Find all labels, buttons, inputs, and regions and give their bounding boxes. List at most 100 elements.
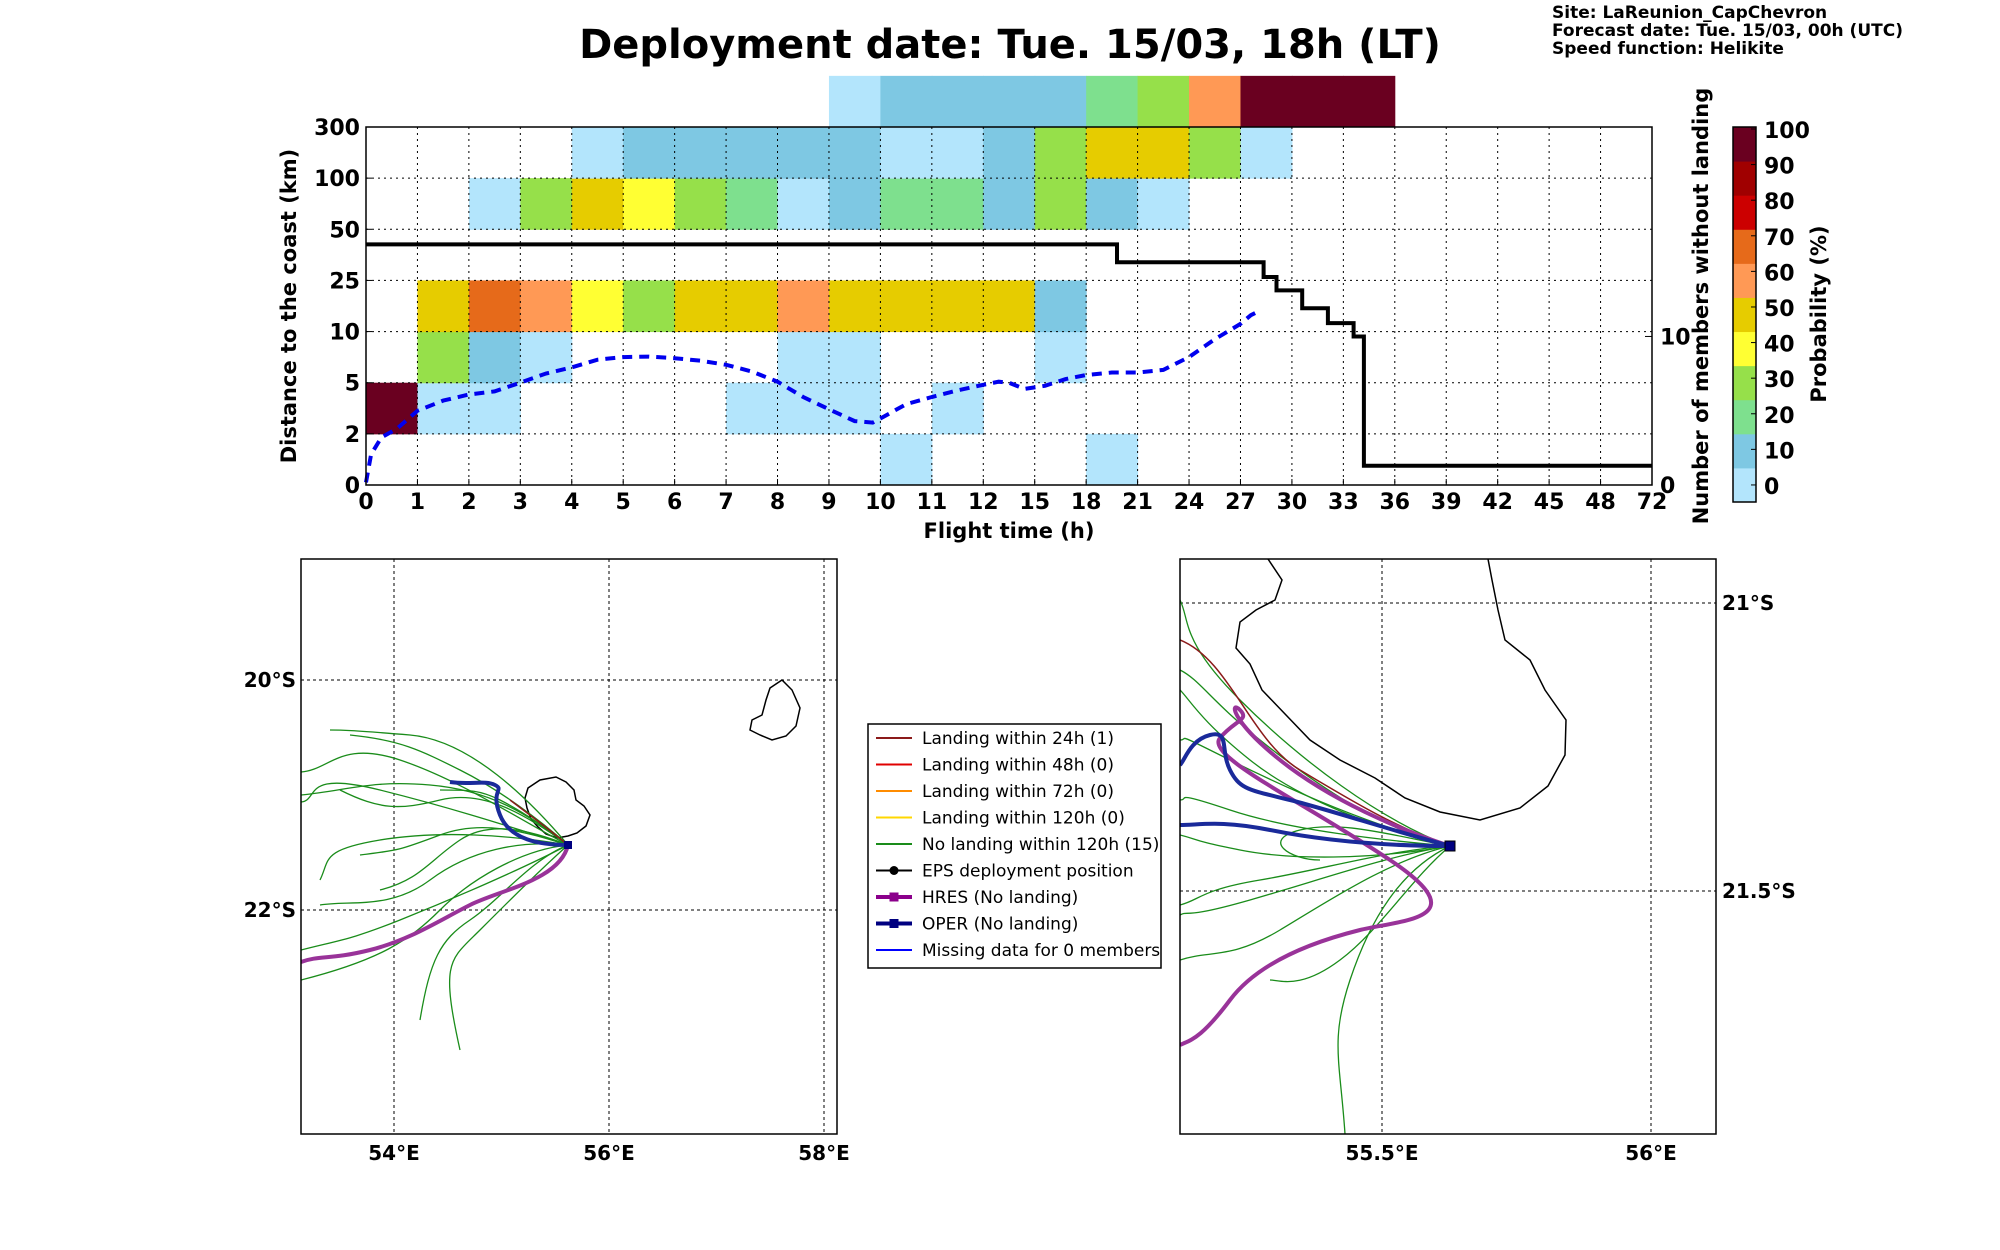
map-right: 55.5°E 56°E 21°S 21.5°S xyxy=(1179,558,1796,1165)
heatmap-cell xyxy=(1189,127,1241,179)
legend-label: EPS deployment position xyxy=(922,862,1134,882)
x-axis-label: Flight time (h) xyxy=(924,519,1095,543)
heatmap-cell xyxy=(880,75,933,128)
figure-title: Deployment date: Tue. 15/03, 18h (LT) xyxy=(579,22,1441,68)
heatmap-cell xyxy=(983,178,1036,230)
map-left-deploy-marker xyxy=(564,841,572,849)
map-lon-label: 56°E xyxy=(1625,1141,1677,1165)
x-tick-label: 3 xyxy=(513,490,528,515)
x-tick-label: 24 xyxy=(1174,490,1205,515)
heatmap-cell xyxy=(674,280,727,333)
x-tick-label: 12 xyxy=(968,490,999,515)
heatmap-cell xyxy=(1086,75,1139,128)
heatmap-cell xyxy=(1343,75,1396,128)
heatmap-frame xyxy=(365,126,1653,486)
heatmap-cell xyxy=(623,280,676,333)
heatmap-cell xyxy=(1137,178,1190,230)
x-tick-label: 5 xyxy=(616,490,631,515)
colorbar-segment xyxy=(1733,195,1756,230)
heatmap-cell xyxy=(931,75,984,128)
legend-label: HRES (No landing) xyxy=(922,888,1078,908)
colorbar-tick-label: 100 xyxy=(1764,119,1810,144)
probability-colorbar: 0 10 20 30 40 50 60 70 80 90 100 Probability (%) xyxy=(1732,119,1831,503)
colorbar-tick-label: 70 xyxy=(1764,226,1795,251)
heatmap-cell xyxy=(880,178,933,230)
heatmap-cells xyxy=(366,75,1396,486)
heatmap-cell xyxy=(931,382,984,435)
map-right-frame xyxy=(1179,558,1717,1135)
legend-marker xyxy=(889,866,899,875)
heatmap-cell xyxy=(623,178,676,230)
info-block: Site: LaReunion_CapChevron Forecast date… xyxy=(1552,3,1903,59)
y-tick-label: 25 xyxy=(329,269,360,294)
map-left-hres-track xyxy=(301,844,570,964)
y-tick-label: 300 xyxy=(314,116,360,141)
colorbar-tick-label: 20 xyxy=(1764,404,1795,429)
map-right-grid xyxy=(1180,559,1716,1134)
heatmap-cell xyxy=(520,280,573,333)
heatmap-cell xyxy=(1291,75,1344,128)
heatmap-cell xyxy=(726,127,779,179)
x-tick-label: 21 xyxy=(1122,490,1153,515)
legend-label: Missing data for 0 members xyxy=(922,941,1160,961)
heatmap-cell xyxy=(1240,127,1293,179)
right-tick-label: 0 xyxy=(1660,474,1675,499)
colorbar-tick-label: 90 xyxy=(1764,155,1795,180)
heatmap-cell xyxy=(777,280,830,333)
heatmap-cell xyxy=(777,127,830,179)
x-tick-label: 7 xyxy=(718,490,733,515)
x-tick-label: 0 xyxy=(358,490,373,515)
heatmap-cell xyxy=(366,382,418,435)
heatmap-cell xyxy=(417,331,470,384)
y-tick-label: 10 xyxy=(329,321,360,346)
heatmap-cell xyxy=(468,331,521,384)
heatmap-cell xyxy=(674,178,727,230)
heatmap-x-ticks: 0 1 2 3 4 5 6 7 8 9 10 11 12 15 18 21 24 27 30 33 36 39 42 45 48… xyxy=(358,479,1667,515)
x-tick-label: 9 xyxy=(821,490,836,515)
x-tick-label: 39 xyxy=(1431,490,1462,515)
colorbar-ticks: 0 10 20 30 40 50 60 70 80 90 100 xyxy=(1751,119,1810,500)
heatmap-cell xyxy=(1034,127,1087,179)
heatmap-cell xyxy=(828,75,881,128)
heatmap-cell xyxy=(571,127,624,179)
heatmap-cell xyxy=(983,280,1036,333)
map-right-eps-tracks xyxy=(1180,599,1451,1134)
x-tick-label: 30 xyxy=(1277,490,1308,515)
colorbar-tick-label: 40 xyxy=(1764,333,1795,358)
map-left-eps-tracks xyxy=(301,729,569,1051)
heatmap-cell xyxy=(571,280,624,333)
heatmap-cell xyxy=(1137,75,1190,128)
heatmap-cell xyxy=(931,178,984,230)
map-left-landing-track xyxy=(509,799,569,846)
heatmap-cell xyxy=(777,178,830,230)
x-tick-label: 11 xyxy=(917,490,948,515)
x-tick-label: 4 xyxy=(564,490,579,515)
map-left: 54°E 56°E 58°E 20°S 22°S xyxy=(244,558,850,1165)
heatmap-cell xyxy=(726,178,779,230)
x-tick-label: 8 xyxy=(770,490,785,515)
site-label: Site: LaReunion_CapChevron xyxy=(1552,3,1827,23)
right-axis-label: Number of members without landing xyxy=(1689,88,1713,525)
heatmap-cell xyxy=(828,331,881,384)
reunion-coastline xyxy=(524,776,591,839)
map-lon-label: 55.5°E xyxy=(1345,1141,1418,1165)
legend-label: Landing within 24h (1) xyxy=(922,729,1114,749)
y-tick-label: 0 xyxy=(345,474,360,499)
colorbar-tick-label: 50 xyxy=(1764,297,1795,322)
heatmap-cell xyxy=(1034,178,1087,230)
colorbar-segment xyxy=(1733,331,1756,367)
legend-marker xyxy=(889,892,899,902)
map-right-oper-track xyxy=(1180,732,1451,848)
colorbar-label: Probability (%) xyxy=(1807,225,1831,402)
heatmap-cell xyxy=(1189,75,1241,128)
heatmap-cell xyxy=(828,280,881,333)
x-tick-label: 6 xyxy=(667,490,682,515)
members-without-landing-line xyxy=(366,242,1652,468)
map-right-deploy-marker xyxy=(1444,840,1456,852)
colorbar-segment xyxy=(1733,365,1756,401)
heatmap-cell xyxy=(468,280,521,333)
x-tick-label: 48 xyxy=(1585,490,1616,515)
legend-items: Landing within 24h (1) Landing within 48h… xyxy=(876,729,1160,961)
